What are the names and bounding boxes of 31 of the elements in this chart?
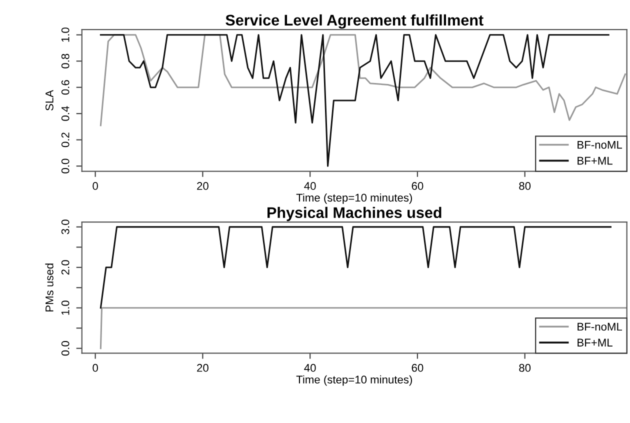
y-tick-label: 2.0 [61, 260, 70, 275]
y-tick-label: 0.2 [61, 132, 70, 148]
x-axis-title: Time (step=10 minutes) [296, 375, 412, 386]
legend-label: BF-noML [578, 141, 622, 149]
y-axis-title: SLA [46, 90, 54, 110]
y-tick-label: 1.0 [61, 300, 70, 315]
x-tick-label: 20 [197, 182, 208, 190]
x-tick-label: 0 [92, 364, 98, 372]
chart-title: Service Level Agreement fulfillment [226, 14, 484, 29]
x-tick-label: 80 [519, 182, 531, 190]
y-axis-title: PMs used [45, 264, 54, 312]
x-tick-label: 60 [412, 364, 424, 372]
chart-title: Physical Machines used [268, 206, 442, 222]
x-tick-label: 80 [519, 364, 531, 372]
x-tick-label: 40 [304, 182, 316, 190]
y-tick-label: 0.0 [61, 158, 70, 174]
legend-label: BF+ML [578, 338, 612, 346]
x-tick-label: 20 [197, 364, 208, 372]
x-tick-label: 0 [92, 182, 98, 190]
y-tick-label: 1.0 [61, 28, 70, 42]
legend-label: BF+ML [578, 156, 612, 165]
y-tick-label: 3.0 [61, 220, 70, 234]
x-axis-title: Time (step=10 minutes) [296, 193, 412, 204]
y-tick-label: 0.8 [61, 54, 70, 68]
y-tick-label: 0.6 [61, 80, 70, 95]
legend-label: BF-noML [578, 322, 622, 331]
y-tick-label: 0.0 [61, 341, 70, 356]
y-tick-label: 0.4 [61, 106, 70, 121]
line-series [100, 34, 626, 126]
x-tick-label: 60 [412, 182, 424, 190]
x-tick-label: 40 [304, 364, 316, 372]
